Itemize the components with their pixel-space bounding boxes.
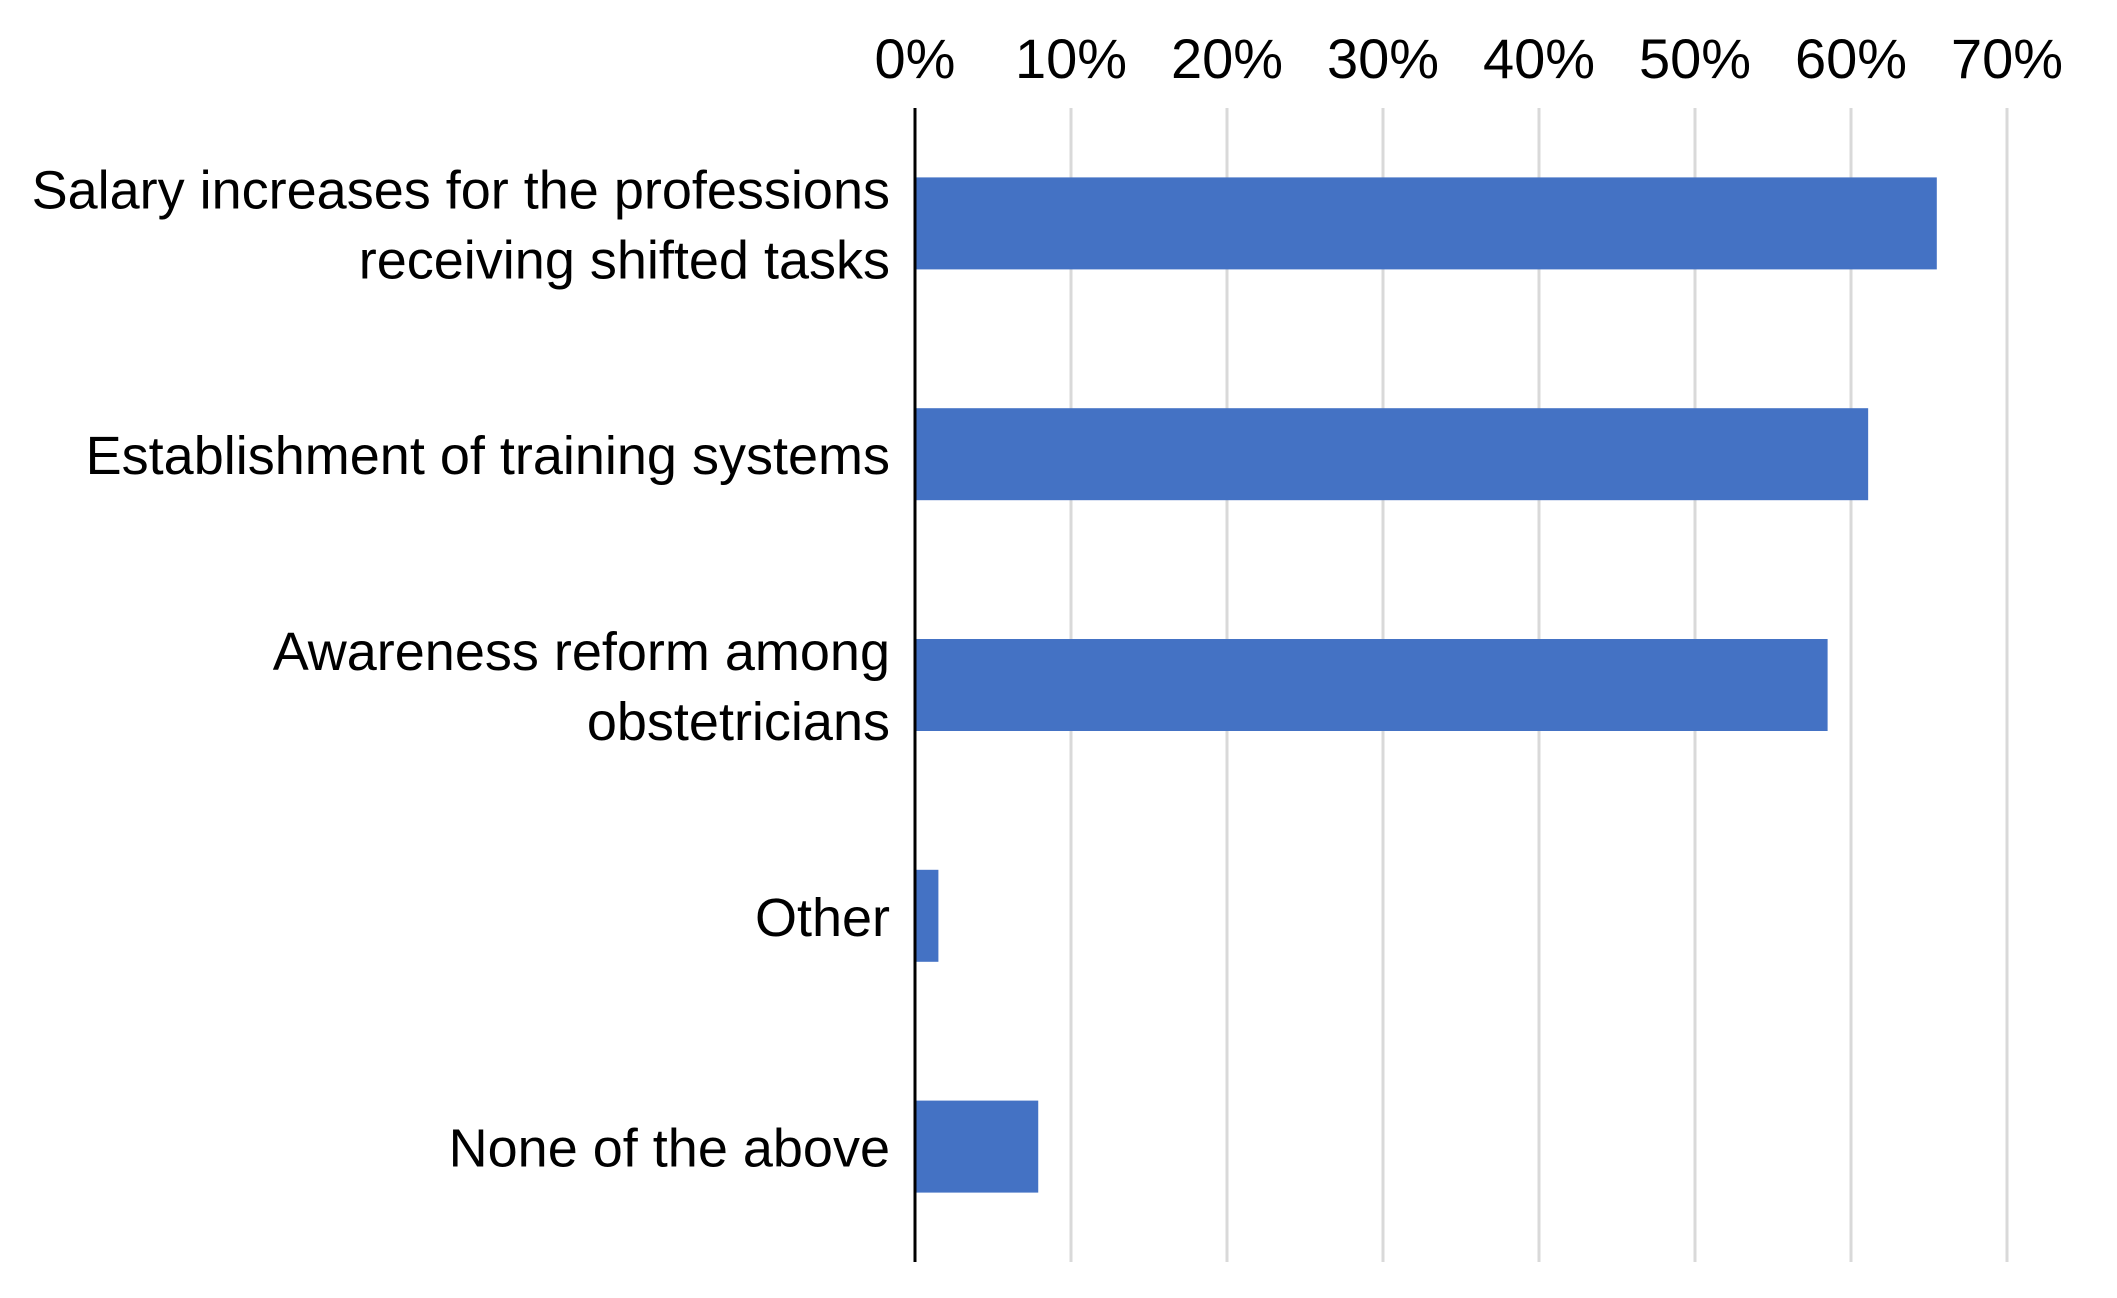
x-tick-label: 0% bbox=[875, 27, 956, 90]
x-tick-label: 70% bbox=[1951, 27, 2063, 90]
x-tick-label: 10% bbox=[1015, 27, 1127, 90]
x-tick-label: 60% bbox=[1795, 27, 1907, 90]
category-label: Awareness reform among bbox=[273, 622, 890, 682]
x-tick-label: 50% bbox=[1639, 27, 1751, 90]
category-label: obstetricians bbox=[587, 692, 890, 752]
category-label: Salary increases for the professions bbox=[32, 160, 890, 220]
bar bbox=[915, 1100, 1039, 1193]
x-tick-label: 30% bbox=[1327, 27, 1439, 90]
x-tick-label: 40% bbox=[1483, 27, 1595, 90]
category-label: Other bbox=[755, 888, 890, 948]
category-label: receiving shifted tasks bbox=[359, 230, 890, 290]
bar bbox=[915, 408, 1869, 501]
bar bbox=[915, 869, 939, 962]
category-label: Establishment of training systems bbox=[86, 426, 890, 486]
bar bbox=[915, 639, 1828, 731]
category-labels: Salary increases for the professions rece… bbox=[32, 160, 890, 1178]
bars bbox=[915, 177, 1937, 1193]
category-label: None of the above bbox=[449, 1119, 890, 1179]
x-tick-label: 20% bbox=[1171, 27, 1283, 90]
x-tick-labels: 0% 10% 20% 30% 40% 50% 60% 70% bbox=[875, 27, 2064, 90]
bar bbox=[915, 177, 1937, 270]
